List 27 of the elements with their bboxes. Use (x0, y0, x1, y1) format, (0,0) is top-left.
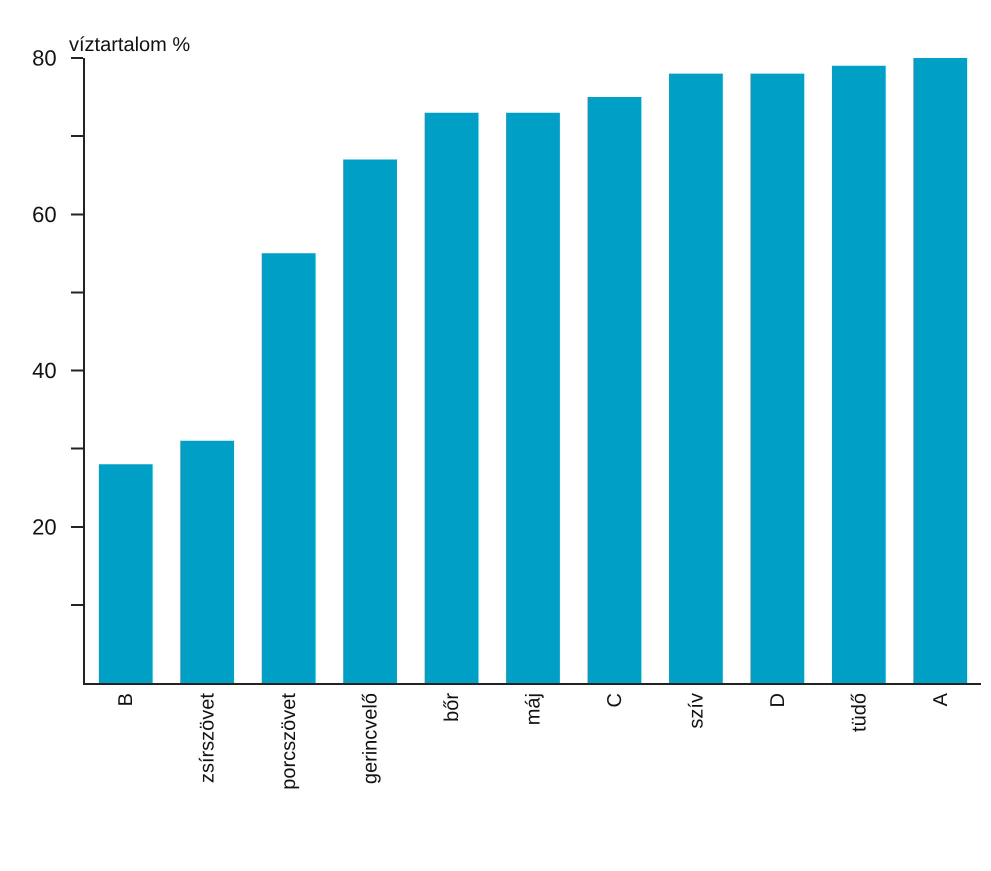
y-tick-label: 20 (32, 514, 57, 540)
bar (832, 66, 886, 683)
x-tick-label: C (604, 693, 626, 708)
bar (262, 253, 316, 683)
bar (669, 74, 723, 683)
bar (343, 160, 397, 683)
x-tick-label: szív (685, 693, 708, 729)
bar (98, 464, 153, 683)
y-tick-label: 80 (32, 46, 57, 71)
x-tick-label: B (115, 693, 138, 706)
x-tick-label: D (766, 693, 789, 708)
y-tick-label: 40 (32, 358, 57, 384)
x-tick-label: bőr (441, 692, 464, 722)
y-axis-title: víztartalom % (69, 34, 190, 56)
x-tick-label: máj (522, 693, 544, 726)
bar (913, 58, 968, 683)
bar (588, 97, 642, 683)
bar (750, 74, 804, 683)
bar (424, 112, 478, 683)
x-tick-label: tüdő (848, 693, 870, 732)
x-tick-label: A (930, 692, 952, 706)
x-tick-label: zsírszövet (196, 692, 219, 784)
x-tick-label: gerincvelő (360, 693, 382, 784)
bar (180, 440, 234, 683)
y-tick-label: 60 (32, 202, 57, 227)
bar (506, 112, 560, 683)
x-tick-label: porcszövet (278, 692, 300, 790)
